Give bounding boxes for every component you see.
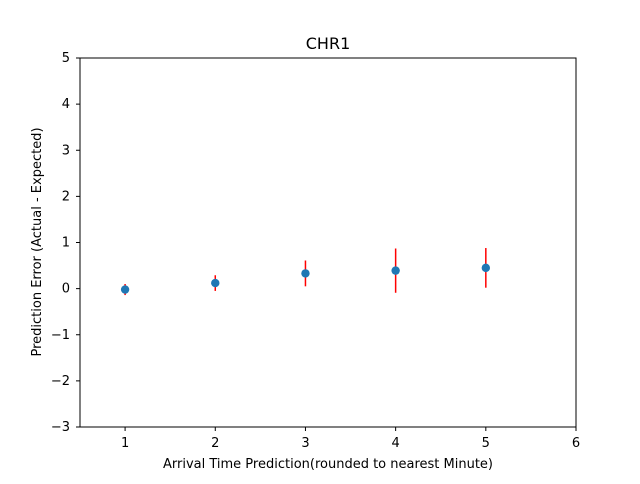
plot-area: 1 2 3 4 5 6 −3 −2 −1 0 1 2 3 4 5 (51, 51, 580, 451)
data-points (120, 263, 491, 294)
x-tick-label: 5 (482, 436, 490, 451)
y-tick-label: 0 (62, 282, 70, 297)
x-axis-ticks: 1 2 3 4 5 6 (121, 427, 580, 451)
axes-frame (79, 57, 577, 428)
x-tick-label: 3 (301, 436, 309, 451)
x-tick-label: 6 (572, 436, 580, 451)
chart-title: CHR1 (306, 34, 351, 53)
y-tick-label: 4 (62, 97, 70, 112)
data-point (301, 269, 310, 278)
y-tick-label: −3 (51, 420, 70, 435)
y-tick-label: 2 (62, 189, 70, 204)
x-tick-label: 2 (211, 436, 219, 451)
data-point (120, 285, 130, 294)
y-axis-label: Prediction Error (Actual - Expected) (30, 127, 45, 356)
data-point (481, 263, 491, 273)
y-tick-label: −1 (51, 328, 70, 343)
data-point (391, 266, 400, 275)
y-tick-label: −2 (51, 374, 70, 389)
y-tick-label: 3 (62, 143, 70, 158)
x-axis-label: Arrival Time Prediction(rounded to neare… (163, 457, 493, 472)
y-tick-label: 1 (62, 236, 70, 251)
y-tick-label: 5 (62, 51, 70, 66)
data-point (211, 278, 220, 288)
x-tick-label: 4 (391, 436, 399, 451)
x-tick-label: 1 (121, 436, 129, 451)
y-axis-ticks: −3 −2 −1 0 1 2 3 4 5 (51, 51, 80, 435)
